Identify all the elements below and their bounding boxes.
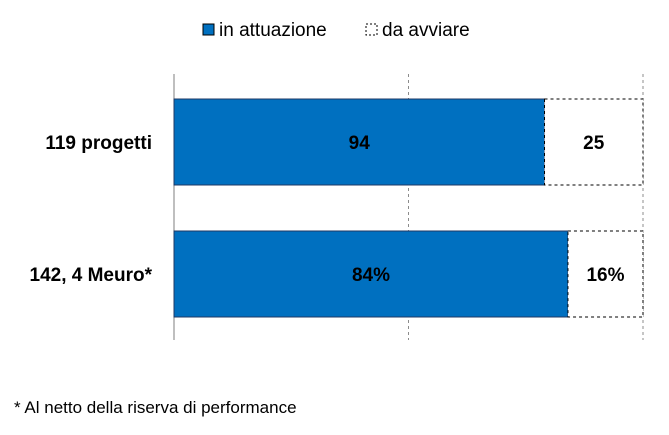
category-label: 142, 4 Meuro* (30, 265, 153, 286)
bar-segment-in-attuazione (173, 230, 569, 318)
bar-segment-da-avviare (567, 230, 644, 318)
bars: 119 progetti 94 25 142, 4 Meuro* 84% 16% (30, 98, 644, 318)
legend-swatch (365, 23, 378, 36)
data-label: 84% (352, 265, 390, 286)
data-label: 25 (583, 133, 605, 154)
data-label: 94 (349, 133, 371, 154)
legend-label: in attuazione (219, 20, 327, 41)
bar-segment-da-avviare (544, 98, 644, 186)
legend: in attuazione da avviare (202, 20, 470, 41)
bar-segment-in-attuazione (173, 98, 546, 186)
legend-swatch (202, 23, 215, 36)
data-label: 16% (586, 265, 624, 286)
footnote: * Al netto della riserva di performance (14, 398, 297, 417)
legend-label: da avviare (382, 20, 470, 41)
category-label: 119 progetti (45, 133, 152, 154)
